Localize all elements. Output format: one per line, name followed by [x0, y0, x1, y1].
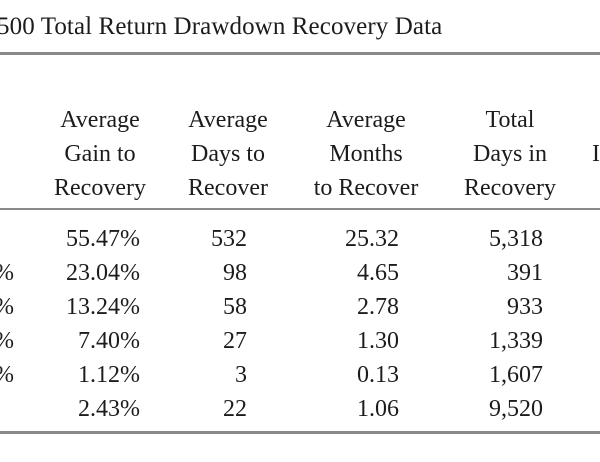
header-average-days-to-recover: Average Days to Recover: [178, 103, 278, 205]
header-line: Average: [326, 107, 406, 133]
cell-total: 5,318: [489, 226, 543, 252]
cell-months: 1.30: [357, 328, 399, 354]
cell-gain: 1.12%: [78, 362, 140, 388]
row-lead-mark: %: [0, 324, 14, 358]
header-line: Average: [60, 107, 140, 133]
cell-gain: 2.43%: [78, 396, 140, 422]
cell-total: 9,520: [489, 396, 543, 422]
cell-months: 25.32: [345, 226, 399, 252]
cell-total: 391: [507, 260, 543, 286]
header-line: Days to: [191, 141, 265, 167]
row-lead-mark: %: [0, 256, 14, 290]
header-line: Recover: [188, 175, 268, 201]
cell-gain: 13.24%: [66, 294, 140, 320]
header-line: Average: [188, 107, 268, 133]
cell-gain: 55.47%: [66, 226, 140, 252]
cell-days: 58: [223, 294, 247, 320]
header-total-days-in-recovery: Total Days in Recovery: [455, 103, 565, 205]
header-average-gain-to-recovery: Average Gain to Recovery: [45, 103, 155, 205]
header-line: Recovery: [464, 175, 556, 201]
cell-gain: 7.40%: [78, 328, 140, 354]
row-lead-mark: %: [0, 290, 14, 324]
bottom-rule: [0, 431, 600, 434]
cell-months: 0.13: [357, 362, 399, 388]
cell-days: 532: [211, 226, 247, 252]
cell-months: 1.06: [357, 396, 399, 422]
cell-days: 22: [223, 396, 247, 422]
cell-total: 1,607: [489, 362, 543, 388]
header-line: Days in: [473, 141, 547, 167]
cell-days: 27: [223, 328, 247, 354]
table-caption: 500 Total Return Drawdown Recovery Data: [0, 13, 443, 40]
header-line: Gain to: [64, 141, 136, 167]
top-rule: [0, 52, 600, 55]
cell-months: 4.65: [357, 260, 399, 286]
header-line: Recovery: [54, 175, 146, 201]
row-lead-mark: %: [0, 358, 14, 392]
cell-months: 2.78: [357, 294, 399, 320]
cell-total: 1,339: [489, 328, 543, 354]
header-line: Total: [485, 107, 535, 133]
header-trailing-fragment: I: [592, 141, 600, 167]
header-average-months-to-recover: Average Months to Recover: [303, 103, 429, 205]
header-line: Months: [329, 141, 403, 167]
cell-days: 3: [235, 362, 247, 388]
header-line: to Recover: [313, 175, 419, 201]
cell-total: 933: [507, 294, 543, 320]
cell-days: 98: [223, 260, 247, 286]
cell-gain: 23.04%: [66, 260, 140, 286]
mid-rule: [0, 208, 600, 210]
